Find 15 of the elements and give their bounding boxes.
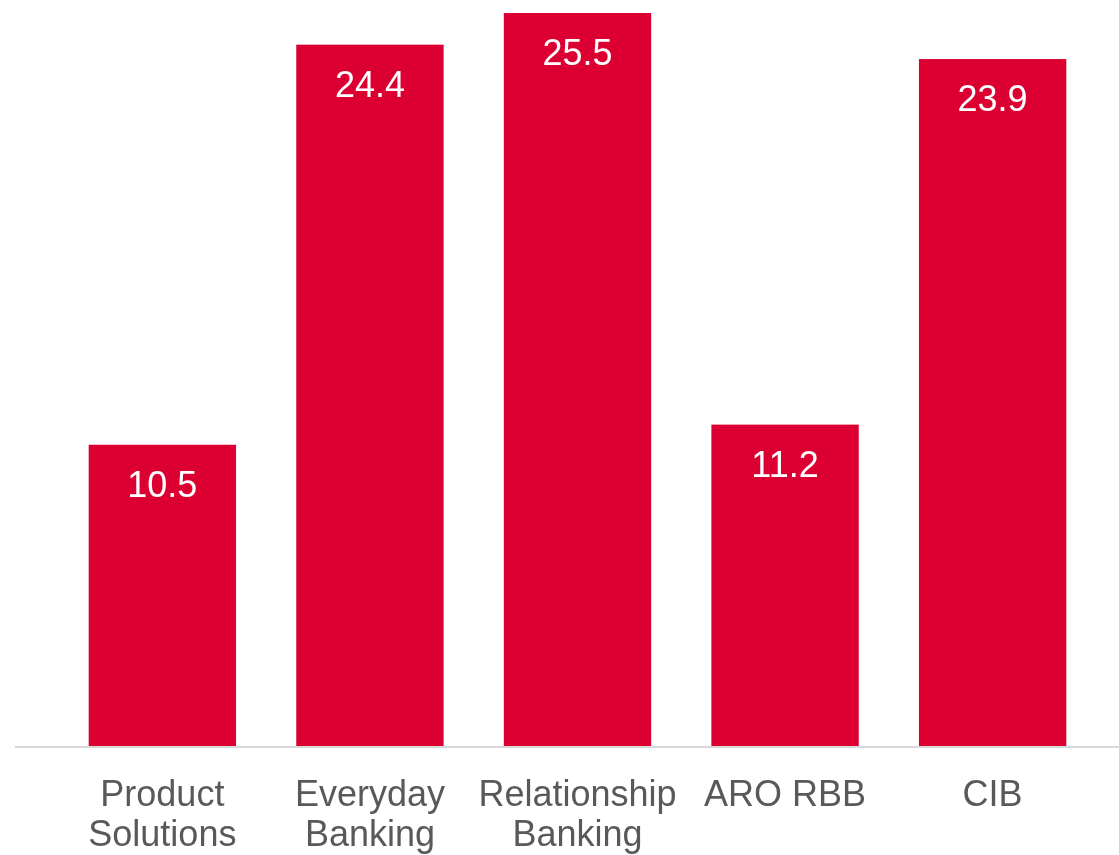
x-tick-label: Relationship Banking [478, 773, 677, 854]
data-label: 25.5 [542, 32, 613, 73]
bar [918, 59, 1067, 747]
bar [88, 444, 237, 747]
data-label: 23.9 [957, 78, 1028, 120]
bar [711, 424, 859, 747]
bar [296, 44, 444, 747]
data-label: 10.5 [127, 463, 198, 505]
x-tick-label: Everyday Banking [294, 773, 445, 854]
x-tick-label: ARO RBB [704, 773, 867, 814]
x-tick-label: Product Solutions [88, 773, 237, 854]
data-label: 24.4 [334, 63, 405, 105]
data-label: 11.2 [751, 443, 819, 485]
x-tick-label: CIB [962, 773, 1023, 814]
bar [503, 13, 652, 747]
